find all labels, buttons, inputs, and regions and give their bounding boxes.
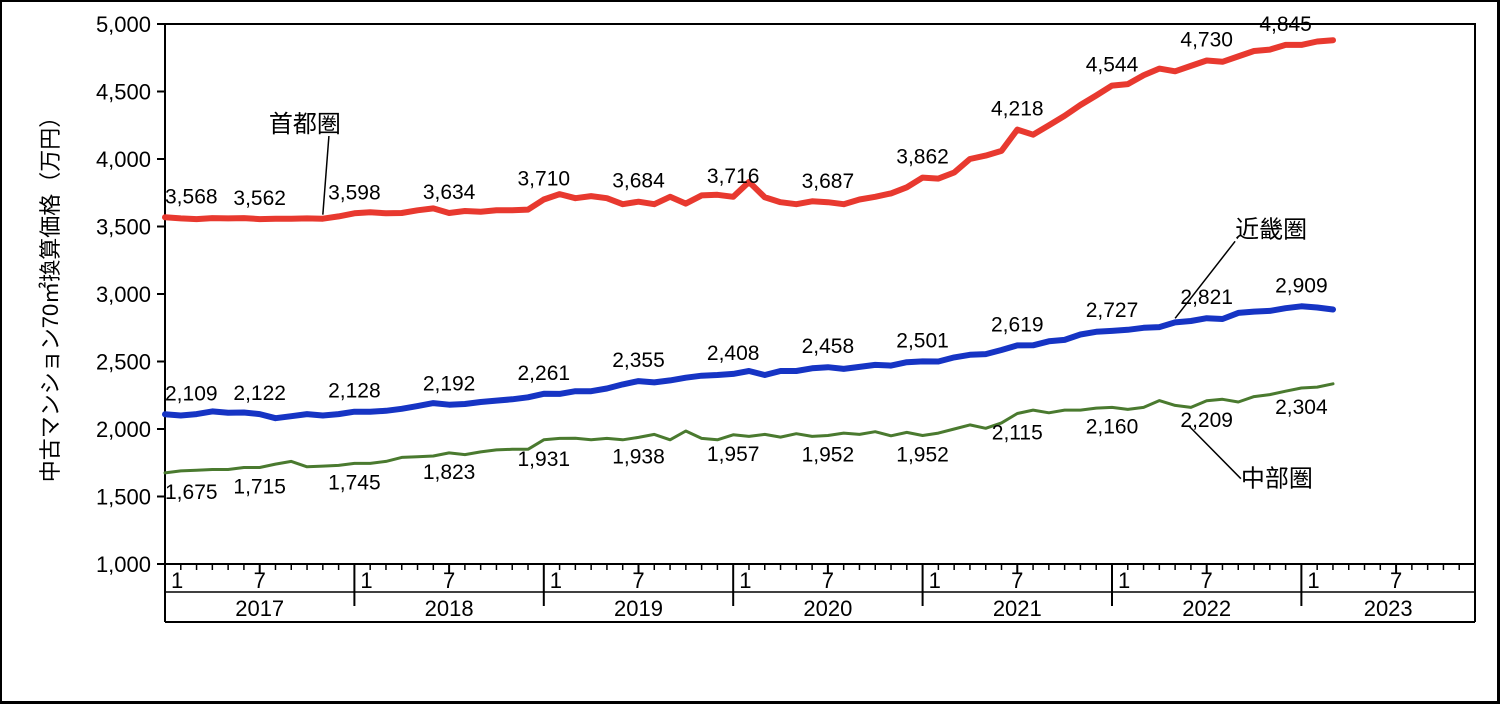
- value-label-kinki: 2,501: [896, 329, 949, 352]
- value-label-shutoken: 3,710: [518, 168, 571, 191]
- value-label-shutoken: 3,598: [328, 181, 381, 204]
- y-tick-label: 5,000: [96, 14, 151, 37]
- y-tick-label: 4,000: [96, 147, 151, 172]
- value-label-kinki: 2,727: [1086, 299, 1139, 322]
- value-label-shutoken: 4,218: [991, 98, 1044, 121]
- leader-line: [1189, 426, 1241, 479]
- value-label-kinki: 2,192: [423, 373, 476, 396]
- value-label-shutoken: 3,562: [233, 187, 286, 210]
- y-tick-label: 1,000: [96, 552, 151, 577]
- series-label-kinki: 近畿圏: [1235, 216, 1307, 243]
- x-month-label: 7: [1390, 568, 1402, 593]
- value-label-kinki: 2,261: [518, 362, 571, 385]
- x-month-label: 7: [254, 568, 266, 593]
- x-year-label: 2017: [235, 596, 284, 621]
- value-label-kinki: 2,619: [991, 313, 1044, 336]
- value-label-shutoken: 4,730: [1180, 28, 1233, 51]
- x-month-label: 7: [822, 568, 834, 593]
- x-month-label: 1: [929, 568, 941, 593]
- line-chart: 1,000 1,500 2,000 2,500 3,000 3,500 4,000 4,500…: [20, 14, 1482, 674]
- x-month-label: 7: [1201, 568, 1213, 593]
- value-label-chubu: 2,160: [1086, 415, 1139, 438]
- chart-container: 1,000 1,500 2,000 2,500 3,000 3,500 4,000 4,500…: [20, 14, 1481, 673]
- x-year-label: 2023: [1364, 596, 1413, 621]
- x-month-label: 1: [1307, 568, 1319, 593]
- chart-frame: 1,000 1,500 2,000 2,500 3,000 3,500 4,000 4,500…: [0, 0, 1500, 704]
- series-label-chubu: 中部圏: [1241, 466, 1313, 493]
- series-label-shutoken: 首都圏: [269, 111, 341, 138]
- y-tick-label: 2,500: [96, 350, 151, 375]
- x-month-label: 7: [632, 568, 644, 593]
- value-label-chubu: 1,952: [896, 443, 949, 466]
- x-month-label: 1: [360, 568, 372, 593]
- value-label-chubu: 1,938: [612, 445, 665, 468]
- value-label-shutoken: 4,544: [1086, 54, 1139, 77]
- y-tick-label: 3,000: [96, 282, 151, 307]
- value-label-kinki: 2,122: [233, 382, 286, 405]
- value-label-kinki: 2,408: [707, 342, 760, 365]
- value-label-shutoken: 3,568: [165, 185, 218, 208]
- value-label-chubu: 2,209: [1180, 409, 1233, 432]
- value-label-shutoken: 3,862: [896, 146, 949, 169]
- value-label-kinki: 2,128: [328, 380, 381, 403]
- value-label-chubu: 1,931: [518, 448, 571, 471]
- x-year-label: 2020: [803, 596, 852, 621]
- value-label-chubu: 1,715: [233, 475, 286, 498]
- x-year-label: 2022: [1182, 596, 1231, 621]
- x-month-label: 7: [1011, 568, 1023, 593]
- value-label-shutoken: 3,687: [802, 170, 855, 193]
- y-tick-label: 1,500: [96, 485, 151, 510]
- value-label-chubu: 1,675: [165, 481, 218, 504]
- value-label-chubu: 1,745: [328, 471, 381, 494]
- value-label-kinki: 2,909: [1275, 274, 1328, 297]
- value-label-kinki: 2,109: [165, 382, 218, 405]
- value-label-shutoken: 4,845: [1259, 14, 1312, 36]
- value-label-chubu: 1,952: [802, 443, 855, 466]
- x-year-label: 2018: [425, 596, 474, 621]
- value-label-kinki: 2,821: [1180, 286, 1233, 309]
- x-month-label: 1: [739, 568, 751, 593]
- value-label-chubu: 1,957: [707, 443, 760, 466]
- x-month-label: 1: [1118, 568, 1130, 593]
- y-axis-label: 中古マンション70㎡換算価格（万円）: [38, 106, 63, 482]
- x-month-label: 7: [443, 568, 455, 593]
- value-label-chubu: 2,304: [1275, 396, 1328, 419]
- y-tick-label: 4,500: [96, 80, 151, 105]
- value-label-chubu: 2,115: [992, 421, 1043, 444]
- x-year-label: 2019: [614, 596, 663, 621]
- y-tick-label: 3,500: [96, 215, 151, 240]
- value-label-kinki: 2,355: [612, 349, 665, 372]
- x-month-label: 1: [550, 568, 562, 593]
- value-label-shutoken: 3,634: [423, 181, 476, 204]
- value-label-chubu: 1,823: [423, 461, 476, 484]
- value-label-shutoken: 3,716: [707, 165, 760, 188]
- value-label-kinki: 2,458: [802, 335, 855, 358]
- value-label-shutoken: 3,684: [612, 170, 665, 193]
- y-tick-label: 2,000: [96, 417, 151, 442]
- x-month-label: 1: [171, 568, 183, 593]
- x-year-label: 2021: [993, 596, 1042, 621]
